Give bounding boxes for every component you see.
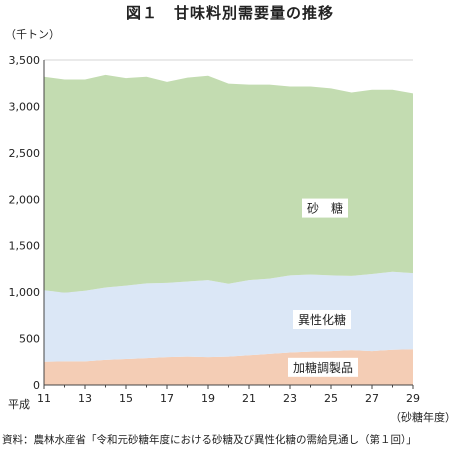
x-tick-label: 13 xyxy=(78,392,92,405)
area-label-hfcs: 異性化糖 xyxy=(298,312,346,327)
stacked-area-chart: 0 500 1,000 1,500 2,000 2,500 3,000 3,500 11 13 15… xyxy=(8,54,456,424)
area-sugar xyxy=(44,74,413,293)
x-tick-label: 25 xyxy=(324,392,338,405)
y-tick-label: 1,000 xyxy=(9,286,41,299)
figure-title: 図１ 甘味料別需要量の推移 xyxy=(125,4,334,22)
y-axis-unit-label: （千トン） xyxy=(5,28,60,41)
area-hfcs xyxy=(44,271,413,362)
y-tick-label: 1,500 xyxy=(9,240,41,253)
area-label-bg-sugar xyxy=(302,198,348,218)
area-series xyxy=(44,74,413,385)
x-tick-label: 11 xyxy=(37,392,51,405)
y-tick-label: 2,500 xyxy=(9,147,41,160)
y-tick-label: 3,500 xyxy=(9,54,41,67)
x-tick-label: 15 xyxy=(119,392,133,405)
y-tick-label: 500 xyxy=(19,333,40,346)
x-tick-label: 19 xyxy=(201,392,215,405)
x-era-label: 平成 xyxy=(8,398,30,411)
area-labels: 加糖調製品 異性化糖 砂 糖 xyxy=(288,198,358,377)
x-tick-label: 17 xyxy=(160,392,174,405)
x-axis-label: （砂糖年度） xyxy=(390,410,456,424)
area-label-bg-processed xyxy=(288,357,358,377)
area-label-processed: 加糖調製品 xyxy=(293,360,353,375)
y-tick-label: 3,000 xyxy=(9,100,41,113)
x-tick-label: 27 xyxy=(365,392,379,405)
source-note: 資料：農林水産省「令和元砂糖年度における砂糖及び異性化糖の需給見通し（第１回）」 xyxy=(2,434,417,446)
area-label-sugar: 砂 糖 xyxy=(307,201,343,216)
x-tick-label: 29 xyxy=(406,392,420,405)
x-tick-label: 23 xyxy=(283,392,297,405)
axes: 0 500 1,000 1,500 2,000 2,500 3,000 3,500 11 13 15… xyxy=(8,54,456,424)
y-tick-label: 0 xyxy=(33,379,40,392)
x-tick-label: 21 xyxy=(242,392,256,405)
y-tick-label: 2,000 xyxy=(9,193,41,206)
area-label-bg-hfcs xyxy=(293,310,351,329)
